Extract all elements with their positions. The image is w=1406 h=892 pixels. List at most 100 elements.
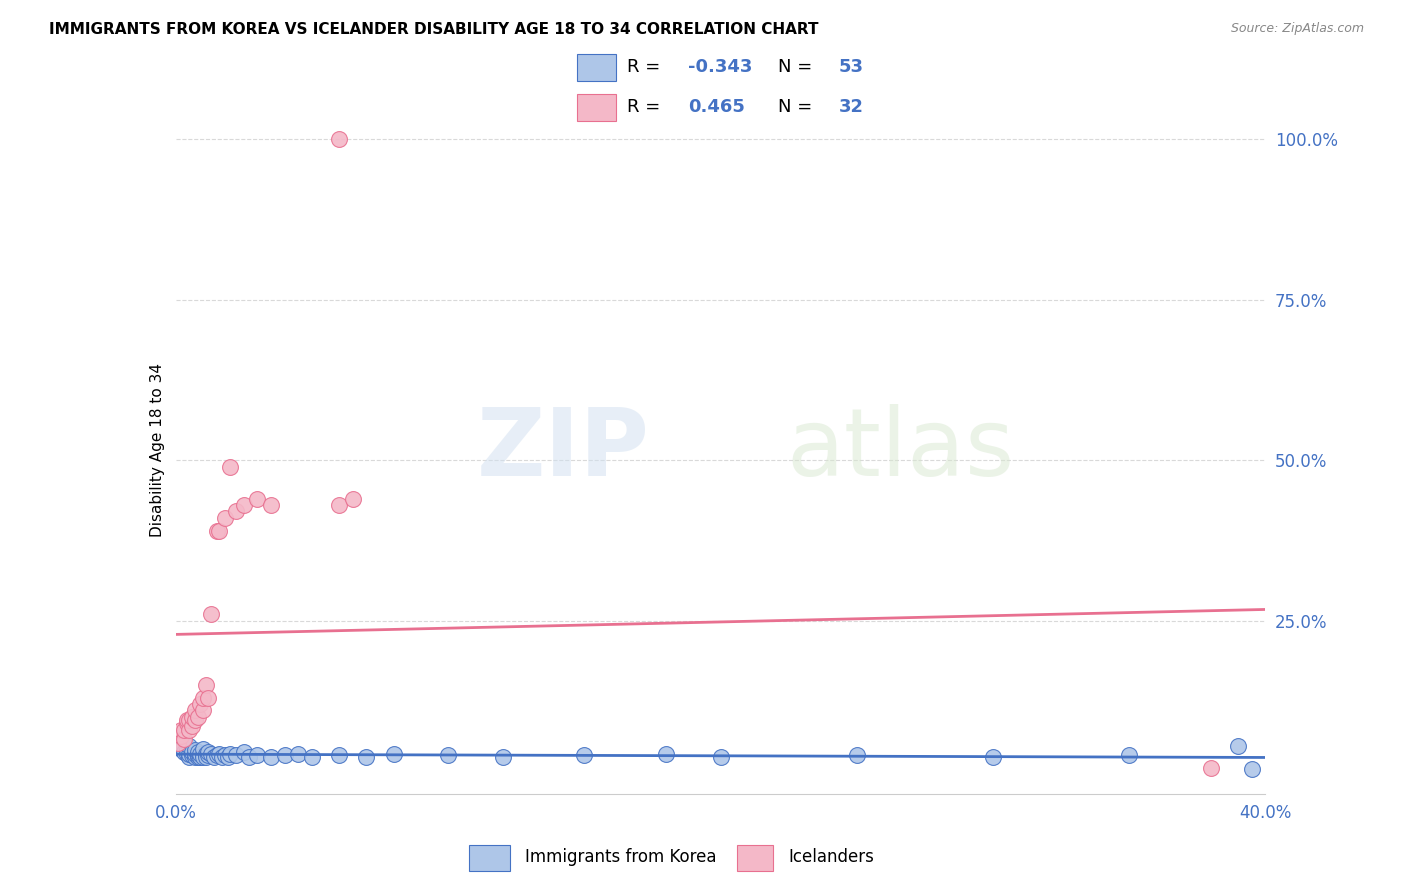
Point (194, 749, 217, 764)
Point (845, 748, 868, 763)
Text: N =: N = (778, 59, 817, 77)
Point (202, 749, 225, 764)
Point (287, 747, 309, 761)
Point (225, 748, 247, 763)
Point (1227, 739, 1250, 753)
Text: R =: R = (627, 59, 666, 77)
Point (179, 713, 201, 727)
Point (184, 703, 207, 717)
Text: N =: N = (778, 98, 817, 116)
Point (194, 678, 217, 692)
Point (710, 749, 733, 764)
Point (260, 749, 283, 764)
Point (328, 748, 350, 763)
Text: Immigrants from Korea: Immigrants from Korea (524, 848, 716, 866)
Point (232, 745, 254, 759)
Point (188, 749, 211, 764)
Point (197, 690, 219, 705)
Point (655, 747, 678, 761)
Point (342, 491, 364, 506)
Y-axis label: Disability Age 18 to 34: Disability Age 18 to 34 (149, 363, 165, 538)
Point (191, 703, 214, 717)
Point (981, 749, 1004, 764)
Point (179, 749, 201, 764)
Point (574, 748, 596, 763)
Point (214, 748, 236, 763)
Text: Icelanders: Icelanders (787, 848, 873, 866)
Point (191, 742, 214, 756)
Point (181, 719, 204, 733)
Point (205, 524, 228, 538)
Point (191, 748, 214, 763)
Point (328, 498, 350, 512)
Point (186, 749, 209, 764)
Point (211, 749, 233, 764)
Point (217, 749, 239, 764)
Point (186, 748, 209, 763)
Text: IMMIGRANTS FROM KOREA VS ICELANDER DISABILITY AGE 18 TO 34 CORRELATION CHART: IMMIGRANTS FROM KOREA VS ICELANDER DISAB… (49, 22, 818, 37)
Point (356, 749, 378, 764)
Bar (576, 94, 616, 120)
Point (238, 749, 260, 764)
Point (170, 729, 193, 743)
Point (208, 747, 231, 761)
Text: 32: 32 (838, 98, 863, 116)
Point (181, 745, 204, 759)
Point (200, 607, 222, 622)
Point (170, 723, 193, 737)
Point (186, 710, 209, 724)
Point (437, 748, 460, 763)
Text: atlas: atlas (786, 404, 1014, 497)
Point (176, 747, 198, 761)
Text: ZIP: ZIP (477, 404, 650, 497)
Point (184, 743, 207, 757)
Point (197, 748, 219, 763)
Point (179, 747, 201, 761)
Point (200, 747, 222, 761)
Point (197, 745, 219, 759)
Point (205, 748, 228, 763)
Point (232, 498, 254, 512)
Point (188, 747, 211, 761)
Point (225, 504, 247, 518)
Point (179, 723, 201, 737)
Point (260, 498, 283, 512)
Point (188, 697, 211, 711)
Text: Source: ZipAtlas.com: Source: ZipAtlas.com (1230, 22, 1364, 36)
Point (173, 723, 195, 737)
Point (1199, 761, 1222, 775)
Point (191, 690, 214, 705)
Point (194, 747, 217, 761)
Point (176, 743, 198, 757)
Bar (737, 846, 773, 871)
Text: 53: 53 (838, 59, 863, 77)
Point (181, 710, 204, 724)
Point (328, 132, 350, 146)
Point (170, 742, 193, 756)
Point (214, 511, 236, 525)
Point (176, 716, 198, 731)
Text: 0.465: 0.465 (688, 98, 745, 116)
Bar (470, 846, 509, 871)
Point (208, 524, 231, 538)
Point (301, 749, 323, 764)
Point (184, 747, 207, 761)
Text: R =: R = (627, 98, 672, 116)
Bar (576, 54, 616, 81)
Point (274, 748, 297, 763)
Point (246, 748, 269, 763)
Point (191, 749, 214, 764)
Point (167, 735, 190, 749)
Text: -0.343: -0.343 (688, 59, 752, 77)
Point (173, 732, 195, 747)
Point (219, 459, 242, 474)
Point (173, 745, 195, 759)
Point (246, 491, 269, 506)
Point (492, 749, 515, 764)
Point (1240, 763, 1263, 777)
Point (184, 749, 207, 764)
Point (176, 713, 198, 727)
Point (382, 747, 405, 761)
Point (1118, 748, 1140, 763)
Point (219, 747, 242, 761)
